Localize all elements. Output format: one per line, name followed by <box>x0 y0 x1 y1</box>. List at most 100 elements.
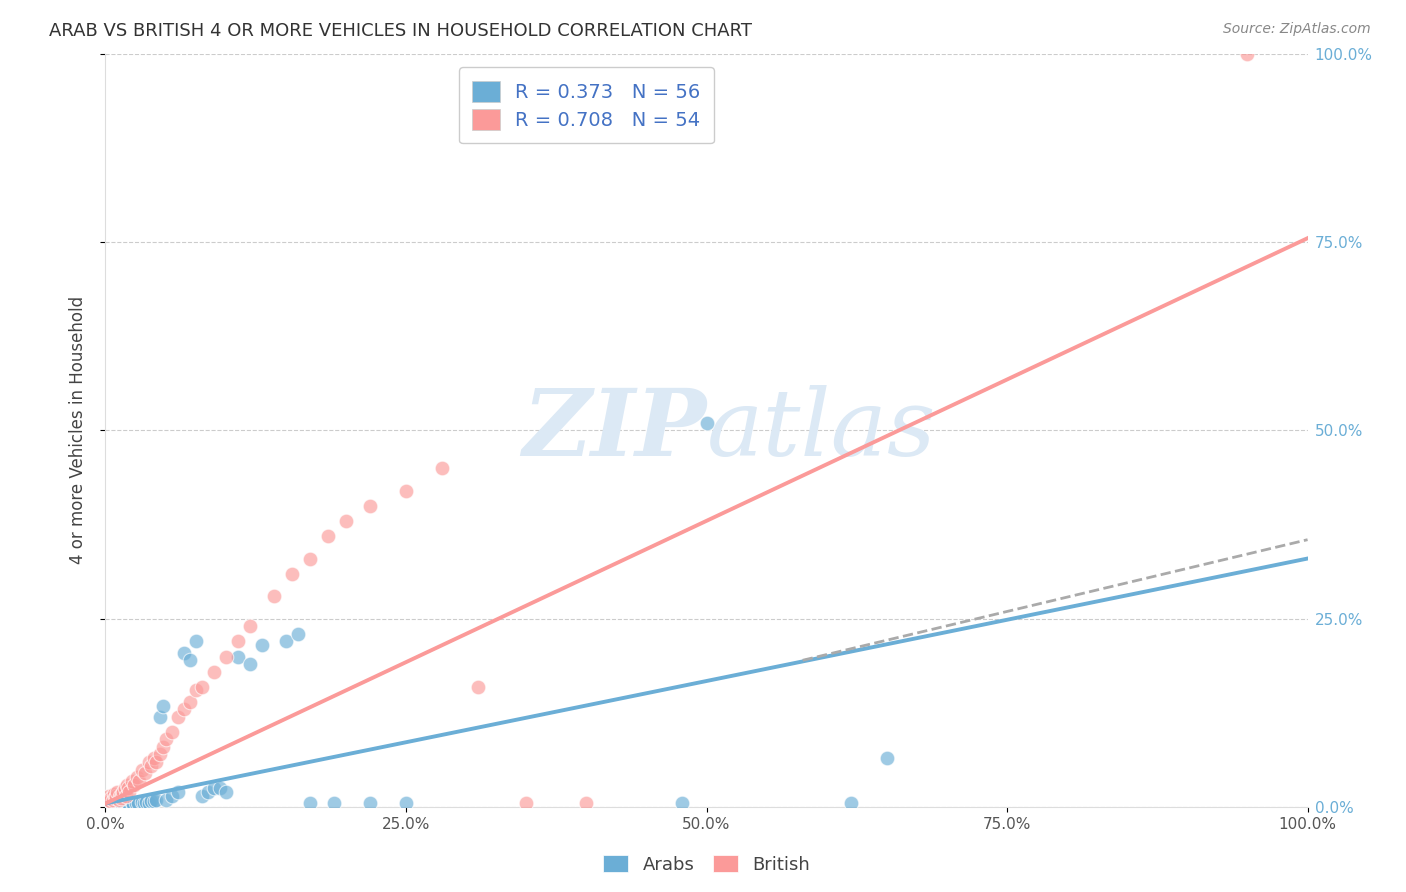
Point <box>142 794 165 808</box>
Y-axis label: 4 or more Vehicles in Household: 4 or more Vehicles in Household <box>69 296 87 565</box>
Point <box>98 798 121 813</box>
Point <box>190 789 212 803</box>
Point <box>226 634 249 648</box>
Point <box>139 759 162 773</box>
Point <box>98 789 121 803</box>
Point <box>103 787 125 801</box>
Point <box>322 797 344 811</box>
Text: atlas: atlas <box>707 385 936 475</box>
Point <box>160 789 183 803</box>
Point <box>274 634 297 648</box>
Point <box>107 793 129 807</box>
Point <box>115 797 138 811</box>
Point <box>105 789 128 803</box>
Point <box>190 680 212 694</box>
Point <box>135 795 157 809</box>
Point <box>101 797 124 812</box>
Point <box>121 773 143 788</box>
Point <box>575 797 598 811</box>
Point <box>114 781 136 796</box>
Point <box>110 797 132 811</box>
Point <box>148 710 170 724</box>
Point <box>239 657 262 671</box>
Point <box>105 797 128 812</box>
Text: Source: ZipAtlas.com: Source: ZipAtlas.com <box>1223 22 1371 37</box>
Point <box>121 796 143 810</box>
Point <box>145 793 167 807</box>
Point <box>281 566 304 581</box>
Point <box>152 739 174 754</box>
Point <box>142 751 165 765</box>
Point <box>250 638 273 652</box>
Point <box>298 551 321 566</box>
Point <box>111 787 134 801</box>
Point <box>145 755 167 769</box>
Point <box>876 751 898 765</box>
Point <box>101 793 124 807</box>
Text: ZIP: ZIP <box>522 385 707 475</box>
Point <box>107 797 129 812</box>
Point <box>100 797 122 812</box>
Point <box>173 702 195 716</box>
Point <box>184 634 207 648</box>
Point <box>112 796 135 810</box>
Point <box>316 529 339 543</box>
Point <box>108 789 131 803</box>
Point <box>131 795 153 809</box>
Point <box>131 763 153 777</box>
Point <box>108 797 131 812</box>
Point <box>515 797 537 811</box>
Point <box>179 653 201 667</box>
Point <box>115 797 138 811</box>
Point <box>104 791 127 805</box>
Point <box>214 649 236 664</box>
Point <box>166 710 188 724</box>
Point <box>112 785 135 799</box>
Point <box>118 785 141 799</box>
Point <box>197 785 219 799</box>
Point <box>111 797 134 812</box>
Point <box>97 798 120 813</box>
Point <box>98 797 121 812</box>
Point <box>173 646 195 660</box>
Point <box>115 778 138 792</box>
Point <box>335 514 357 528</box>
Point <box>97 793 120 807</box>
Point <box>160 724 183 739</box>
Point <box>179 695 201 709</box>
Point <box>114 797 136 812</box>
Point <box>132 796 155 810</box>
Point <box>467 680 489 694</box>
Point <box>155 732 177 747</box>
Point <box>359 499 381 513</box>
Point <box>100 791 122 805</box>
Point <box>107 785 129 799</box>
Point <box>138 755 160 769</box>
Point <box>214 785 236 799</box>
Point <box>139 794 162 808</box>
Point <box>152 698 174 713</box>
Point <box>263 589 285 603</box>
Point <box>118 797 141 812</box>
Point <box>110 791 132 805</box>
Point <box>166 785 188 799</box>
Point <box>122 797 145 812</box>
Text: ARAB VS BRITISH 4 OR MORE VEHICLES IN HOUSEHOLD CORRELATION CHART: ARAB VS BRITISH 4 OR MORE VEHICLES IN HO… <box>49 22 752 40</box>
Point <box>107 797 129 811</box>
Point <box>117 796 139 810</box>
Point <box>202 781 225 796</box>
Point <box>430 461 453 475</box>
Point <box>98 794 121 808</box>
Point <box>202 665 225 679</box>
Point <box>239 619 262 633</box>
Legend: Arabs, British: Arabs, British <box>596 848 817 881</box>
Point <box>124 797 146 811</box>
Point <box>115 789 138 803</box>
Point <box>696 416 718 430</box>
Point <box>208 781 231 796</box>
Point <box>1236 46 1258 61</box>
Point <box>839 797 862 811</box>
Point <box>134 766 156 780</box>
Point <box>671 797 693 811</box>
Point <box>184 683 207 698</box>
